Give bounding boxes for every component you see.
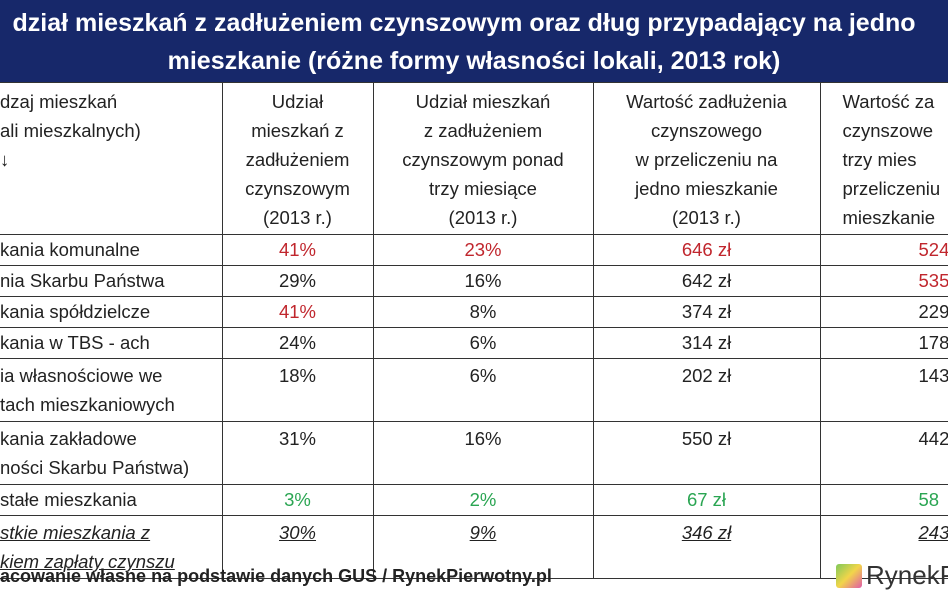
cell-share3: 6% [372,327,594,359]
cell-debt: 314 zł [592,327,821,359]
table-row: ia własnościowe we tach mieszkaniowych 18… [0,358,948,422]
cell-share: 24% [221,327,374,359]
cell-share3: 2% [372,484,594,516]
header-debt-3m: Wartość za czynszowe trzy mies przelicze… [819,82,948,235]
cell-type: ia własnościowe we tach mieszkaniowych [0,358,223,422]
header-share-3m: Udział mieszkań z zadłużeniem czynszowym… [372,82,594,235]
cell-debt: 202 zł [592,358,821,422]
logo: RynekP [836,560,948,591]
cell-debt3: 58 [819,484,948,516]
title-line-2: mieszkanie (różne formy własności lokali… [167,47,781,75]
cell-type: kania spółdzielcze [0,296,223,328]
cell-share3: 16% [372,421,594,485]
cell-type: nia Skarbu Państwa [0,265,223,297]
source-note: acowanie własne na podstawie danych GUS … [0,566,552,586]
header-row: dzaj mieszkań ali mieszkalnych) ↓ Udział… [0,82,948,235]
table-title: dział mieszkań z zadłużeniem czynszowym … [0,0,948,82]
cell-debt3: 524 [819,234,948,266]
cell-debt3: 178 [819,327,948,359]
cell-share: 3% [221,484,374,516]
logo-text: RynekP [866,560,948,590]
header-type: dzaj mieszkań ali mieszkalnych) ↓ [0,82,223,235]
cell-type: kania komunalne [0,234,223,266]
cell-share: 31% [221,421,374,485]
cell-debt3: 143 [819,358,948,422]
debt-table: dzaj mieszkań ali mieszkalnych) ↓ Udział… [0,82,948,579]
cell-share: 41% [221,234,374,266]
cell-type: kania w TBS - ach [0,327,223,359]
cell-debt: 67 zł [592,484,821,516]
cell-type: stkie mieszkania z kiem zapłaty czynszu [0,515,223,579]
cell-debt: 642 zł [592,265,821,297]
title-line-1: dział mieszkań z zadłużeniem czynszowym … [12,9,916,37]
cell-share3: 16% [372,265,594,297]
cell-share3: 8% [372,296,594,328]
table-row: kania w TBS - ach 24% 6% 314 zł 178 [0,327,948,359]
cell-share3: 9% [372,515,594,579]
cell-share: 29% [221,265,374,297]
header-debt: Wartość zadłużenia czynszowego w przelic… [592,82,821,235]
cell-debt3: 229 [819,296,948,328]
cell-debt3: 442 [819,421,948,485]
house-cube-icon [836,563,862,588]
cell-debt: 374 zł [592,296,821,328]
cell-share: 18% [221,358,374,422]
table-row: nia Skarbu Państwa 29% 16% 642 zł 535 [0,265,948,297]
cell-share3: 23% [372,234,594,266]
cell-share: 41% [221,296,374,328]
cell-share3: 6% [372,358,594,422]
header-share: Udział mieszkań z zadłużeniem czynszowym… [221,82,374,235]
cell-share: 30% [221,515,374,579]
cell-debt3: 535 [819,265,948,297]
table-row: kania zakładowe ności Skarbu Państwa) 31%… [0,421,948,485]
table-row: kania komunalne 41% 23% 646 zł 524 [0,234,948,266]
cell-type: stałe mieszkania [0,484,223,516]
cell-type: kania zakładowe ności Skarbu Państwa) [0,421,223,485]
table-row: stkie mieszkania z kiem zapłaty czynszu 3… [0,515,948,579]
cell-debt: 550 zł [592,421,821,485]
cell-debt: 646 zł [592,234,821,266]
table-row: kania spółdzielcze 41% 8% 374 zł 229 [0,296,948,328]
cell-debt: 346 zł [592,515,821,579]
table-row: stałe mieszkania 3% 2% 67 zł 58 [0,484,948,516]
